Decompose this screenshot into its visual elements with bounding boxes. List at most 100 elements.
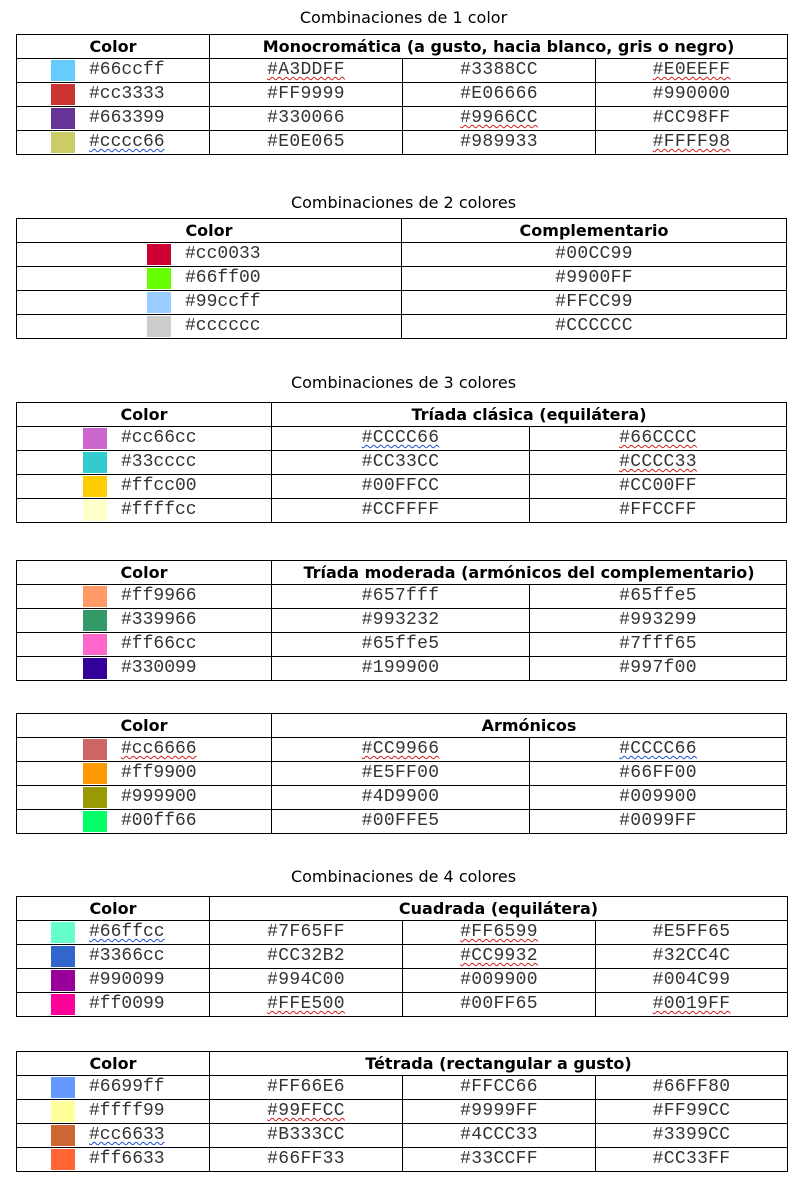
table-row: #990099 #994C00 #009900 #004C99 (16, 968, 789, 993)
header-row: Color Complementario (16, 218, 787, 243)
scheme-hex: #CC33CC (361, 452, 440, 472)
table-row: #6699ff #FF66E6 #FFCC66 #66FF80 (16, 1075, 789, 1100)
scheme-hex: #CC98FF (652, 108, 731, 128)
scheme-hex-cell: #00FFE5 (271, 809, 530, 834)
table-row: #ff6633 #66FF33 #33CCFF #CC33FF (16, 1147, 789, 1172)
scheme-hex-cell: #989933 (402, 130, 596, 155)
scheme-hex: #9900FF (555, 268, 633, 288)
scheme-hex-cell: #9900FF (401, 266, 787, 291)
scheme-hex-cell: #E0E065 (209, 130, 403, 155)
scheme-hex: #9966CC (460, 108, 538, 128)
base-color-cell: #33cccc (16, 450, 272, 475)
section-title: Combinaciones de 2 colores (290, 193, 517, 212)
table-row: #00ff66 #00FFE5 #0099FF (16, 809, 787, 834)
scheme-hex: #CC33FF (652, 1149, 731, 1169)
base-color-cell: #66ccff (16, 58, 210, 83)
base-color-cell: #ff6633 (16, 1147, 210, 1172)
color-swatch (51, 1101, 75, 1122)
base-color-cell: #cccccc (16, 314, 402, 339)
scheme-hex-cell: #FF99CC (594, 1099, 789, 1124)
scheme-hex: #009900 (460, 970, 538, 990)
base-color-hex: #330099 (121, 658, 197, 678)
scheme-hex-cell: #FFFF98 (594, 130, 789, 155)
header-scheme: Complementario (401, 218, 787, 243)
base-color-hex: #3366cc (89, 946, 165, 966)
scheme-hex: #0099FF (619, 811, 697, 831)
scheme-hex-cell: #FFCC99 (401, 290, 787, 315)
header-scheme: Tríada clásica (equilátera) (270, 402, 788, 427)
table-row: #cc6666 #CC9966 #CCCC66 (16, 737, 787, 762)
table-row: #cccccc #CCCCCC (16, 314, 787, 339)
table-row: #999900 #4D9900 #009900 (16, 785, 787, 810)
header-row: Color Monocromática (a gusto, hacia blanc… (16, 34, 789, 59)
table-row: #339966 #993232 #993299 (16, 608, 788, 633)
table-row: #3366cc #CC32B2 #CC9932 #32CC4C (16, 944, 789, 969)
scheme-hex: #CCCC66 (619, 739, 697, 759)
color-swatch (51, 1149, 75, 1170)
scheme-hex: #FFCC99 (555, 292, 633, 312)
header-scheme: Tríada moderada (armónicos del complemen… (270, 560, 788, 585)
color-swatch (51, 60, 75, 81)
base-color-hex: #cc3333 (89, 84, 165, 104)
scheme-hex: #994C00 (267, 970, 345, 990)
scheme-hex: #7fff65 (619, 634, 697, 654)
base-color-hex: #ff66cc (121, 634, 197, 654)
base-color-hex: #cc0033 (185, 244, 261, 264)
color-swatch (83, 658, 107, 679)
scheme-hex-cell: #0019FF (594, 992, 789, 1017)
scheme-hex-cell: #CC98FF (594, 106, 789, 131)
scheme-hex: #990000 (652, 84, 731, 104)
base-color-cell: #ffffcc (16, 498, 272, 523)
scheme-hex: #CCFFFF (361, 500, 440, 520)
base-color-hex: #00ff66 (121, 811, 197, 831)
base-color-cell: #6699ff (16, 1075, 210, 1100)
section-title: Combinaciones de 3 colores (290, 373, 517, 392)
scheme-hex-cell: #CC00FF (528, 474, 788, 499)
scheme-hex: #CC32B2 (267, 946, 345, 966)
base-color-hex: #ffff99 (89, 1101, 165, 1121)
scheme-hex: #CC9966 (361, 739, 440, 759)
section-title: Combinaciones de 1 color (299, 8, 508, 27)
scheme-hex-cell: #FFCC66 (402, 1075, 596, 1100)
color-swatch (83, 610, 107, 631)
color-swatch (51, 994, 75, 1015)
scheme-hex: #FF9999 (267, 84, 345, 104)
color-swatch (83, 428, 107, 449)
color-table: Color Armónicos #cc6666 #CC9966 #CCCC66 #ff99… (16, 713, 787, 834)
scheme-hex-cell: #7fff65 (528, 632, 788, 657)
scheme-hex-cell: #E0EEFF (594, 58, 789, 83)
table-row: #cc3333 #FF9999 #E06666 #990000 (16, 82, 789, 107)
base-color-hex: #ff9966 (121, 586, 197, 606)
base-color-cell: #339966 (16, 608, 272, 633)
scheme-hex-cell: #009900 (529, 785, 787, 810)
scheme-hex-cell: #CCFFFF (271, 498, 530, 523)
table-row: #cc0033 #00CC99 (16, 242, 787, 267)
scheme-hex: #330066 (267, 108, 345, 128)
scheme-hex-cell: #FF9999 (209, 82, 403, 107)
scheme-hex-cell: #7F65FF (209, 920, 403, 945)
scheme-hex-cell: #E06666 (402, 82, 596, 107)
scheme-hex-cell: #FFCCFF (528, 498, 788, 523)
base-color-cell: #3366cc (16, 944, 210, 969)
scheme-hex: #CC9932 (460, 946, 538, 966)
scheme-hex: #99FFCC (267, 1101, 345, 1121)
scheme-hex-cell: #00CC99 (401, 242, 787, 267)
base-color-cell: #330099 (16, 656, 272, 681)
table-row: #cc66cc #CCCC66 #66CCCC (16, 426, 788, 451)
scheme-hex: #4D9900 (361, 787, 440, 807)
header-scheme: Monocromática (a gusto, hacia blanco, gr… (208, 34, 789, 59)
scheme-hex-cell: #199900 (271, 656, 530, 681)
scheme-hex: #993232 (361, 610, 440, 630)
scheme-hex: #CCCCCC (555, 316, 633, 336)
base-color-cell: #663399 (16, 106, 210, 131)
scheme-hex-cell: #CC9966 (271, 737, 530, 762)
scheme-hex: #004C99 (652, 970, 731, 990)
scheme-hex-cell: #66FF00 (529, 761, 787, 786)
scheme-hex-cell: #993299 (528, 608, 788, 633)
base-color-cell: #cc3333 (16, 82, 210, 107)
color-swatch (51, 84, 75, 105)
base-color-hex: #ffffcc (121, 500, 197, 520)
scheme-hex-cell: #65ffe5 (271, 632, 530, 657)
base-color-hex: #990099 (89, 970, 165, 990)
table-row: #66ffcc #7F65FF #FF6599 #E5FF65 (16, 920, 789, 945)
